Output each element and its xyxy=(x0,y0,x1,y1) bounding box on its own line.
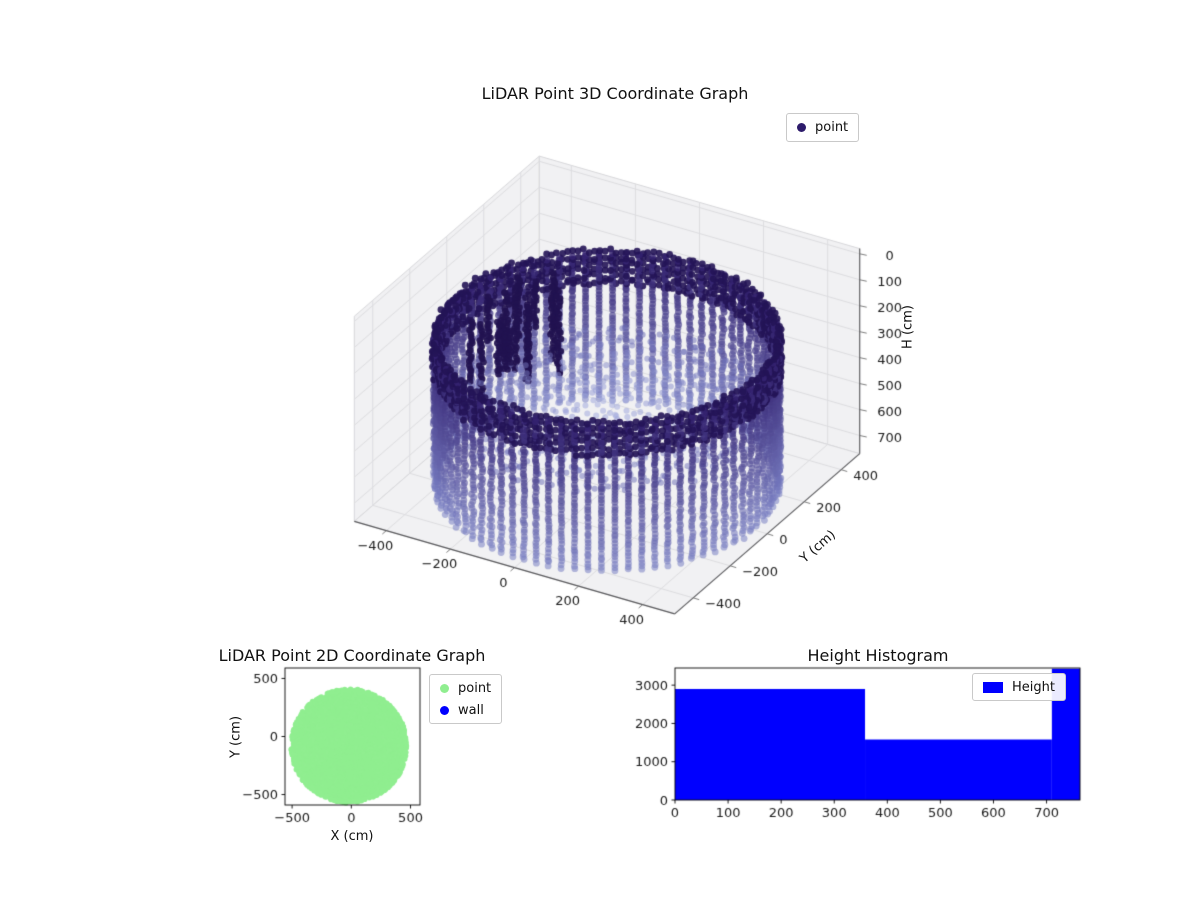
histogram-legend-label: Height xyxy=(1012,679,1055,695)
histogram-legend: Height xyxy=(972,673,1066,701)
point-marker-icon xyxy=(797,123,806,132)
plot2d-y-axis-label: Y (cm) xyxy=(228,715,244,759)
plot3d-legend-label: point xyxy=(815,120,849,135)
histogram-title: Height Histogram xyxy=(807,646,949,665)
plot3d-legend: point xyxy=(786,113,860,142)
plot2d-legend-entry-point: point xyxy=(440,679,491,697)
plot3d-title: LiDAR Point 3D Coordinate Graph xyxy=(481,84,749,103)
wall-marker-icon xyxy=(440,705,449,715)
plot3d-legend-entry-point: point xyxy=(797,119,848,137)
height-marker-icon xyxy=(983,681,1003,693)
histogram-legend-entry-height: Height xyxy=(983,678,1055,696)
plot2d-legend-label-wall: wall xyxy=(458,702,484,718)
plot2d-x-axis-label: X (cm) xyxy=(330,829,374,844)
plot3d-h-axis-label: H (cm) xyxy=(900,305,916,349)
plot2d-legend: point wall xyxy=(429,674,503,724)
point-marker-icon xyxy=(440,683,449,693)
plot2d-title: LiDAR Point 2D Coordinate Graph xyxy=(218,646,486,665)
plot2d-legend-label-point: point xyxy=(458,680,492,696)
plot2d-legend-entry-wall: wall xyxy=(440,701,491,719)
